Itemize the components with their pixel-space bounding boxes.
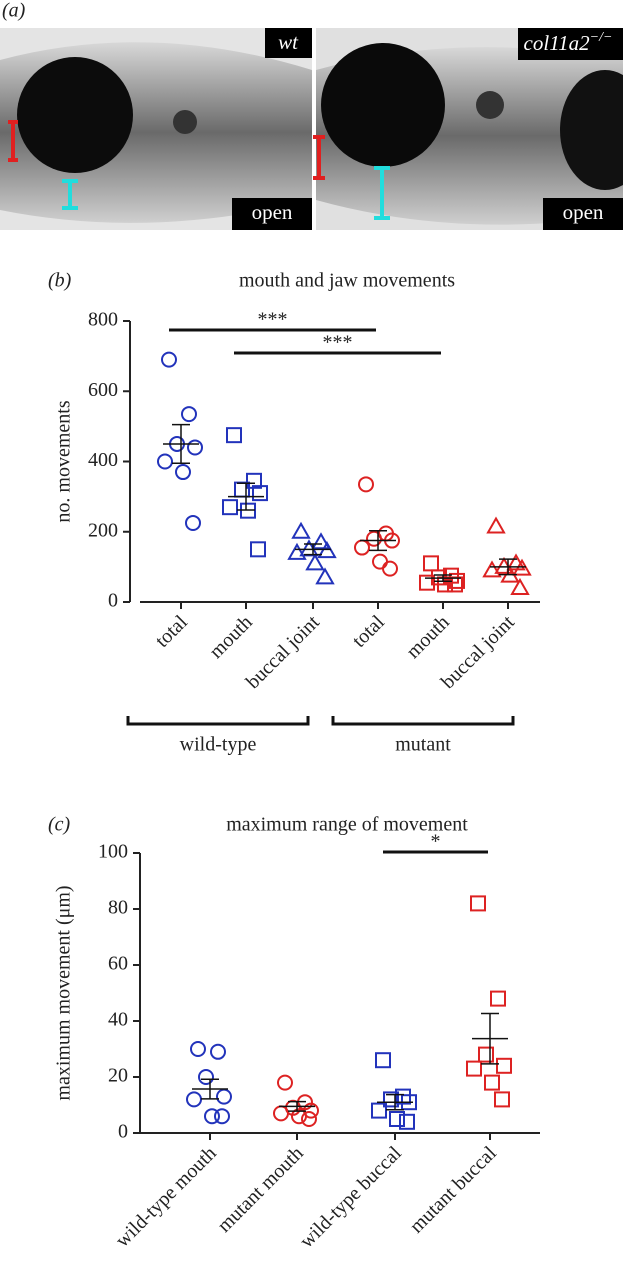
group-bracket: [331, 716, 515, 726]
point: [399, 1113, 415, 1130]
point: [175, 464, 191, 481]
point: [186, 1091, 202, 1108]
point: [358, 476, 374, 493]
point: [210, 1043, 226, 1060]
point: [478, 1046, 494, 1063]
x-tick-label: mutant mouth: [213, 1142, 308, 1237]
y-tick-label: 0: [108, 590, 118, 612]
significance-label: ***: [258, 309, 288, 331]
point: [198, 1069, 214, 1085]
point: [486, 516, 506, 534]
point: [287, 542, 307, 560]
point: [371, 1102, 387, 1119]
point: [273, 1105, 289, 1122]
y-tick-label: 0: [118, 1121, 128, 1143]
panel-label: (c): [48, 814, 71, 836]
group-label: mutant: [395, 734, 451, 756]
y-tick-label: 100: [98, 841, 128, 863]
significance-label: ***: [323, 332, 353, 354]
point: [250, 541, 266, 558]
state-label: open: [252, 200, 293, 224]
y-tick-label: 20: [108, 1065, 128, 1087]
point: [496, 1057, 512, 1074]
point: [382, 560, 398, 577]
point: [222, 499, 238, 516]
group-label: wild-type: [180, 734, 257, 756]
point: [190, 1041, 206, 1057]
significance-label: *: [431, 831, 441, 853]
y-tick-label: 800: [88, 309, 118, 331]
point: [305, 553, 325, 571]
x-tick-label: total: [151, 611, 192, 652]
y-tick-label: 60: [108, 953, 128, 975]
state-label: open: [563, 200, 604, 224]
image-left: wt open: [0, 28, 312, 230]
point: [372, 553, 388, 570]
point: [484, 1074, 500, 1091]
point: [226, 427, 242, 444]
x-tick-label: total: [348, 611, 389, 652]
point: [375, 1052, 391, 1069]
point: [423, 555, 439, 572]
group-bracket: [126, 716, 310, 726]
x-tick-label: wild-type mouth: [111, 1142, 220, 1251]
point: [383, 1091, 399, 1108]
panel-label: (a): [2, 0, 26, 22]
x-tick-label: buccal joint: [242, 611, 324, 693]
point: [366, 530, 382, 547]
chart-title: maximum range of movement: [226, 814, 468, 836]
point: [291, 521, 311, 539]
genotype-label: col11a2−/−: [524, 30, 613, 55]
x-tick-label: wild-type buccal: [296, 1142, 407, 1253]
point: [214, 1108, 230, 1125]
image-right: col11a2−/− open: [313, 28, 623, 230]
y-tick-label: 80: [108, 897, 128, 919]
y-axis-label: maximum movement (μm): [53, 885, 75, 1100]
point: [161, 351, 177, 368]
point: [311, 532, 331, 550]
x-tick-label: mouth: [205, 611, 257, 663]
x-tick-label: mutant buccal: [406, 1142, 502, 1238]
point: [512, 558, 532, 576]
point: [466, 1060, 482, 1077]
point: [187, 439, 203, 456]
point: [315, 567, 335, 585]
point: [389, 1111, 405, 1127]
y-axis-label: no. movements: [53, 400, 75, 522]
genotype-label: wt: [278, 30, 299, 54]
point: [494, 1091, 510, 1108]
point: [204, 1108, 220, 1125]
point: [317, 541, 337, 559]
panel-label: (b): [48, 270, 72, 292]
point: [181, 406, 197, 423]
point: [301, 1111, 317, 1127]
y-tick-label: 600: [88, 379, 118, 401]
x-tick-label: mouth: [402, 611, 454, 663]
point: [470, 895, 486, 912]
point: [419, 574, 435, 591]
point: [216, 1088, 232, 1105]
point: [490, 990, 506, 1007]
y-tick-label: 400: [88, 449, 118, 471]
chart-title: mouth and jaw movements: [239, 270, 455, 292]
point: [185, 514, 201, 531]
point: [291, 1108, 307, 1125]
point: [252, 485, 268, 502]
point: [277, 1074, 293, 1091]
point: [510, 577, 530, 595]
y-tick-label: 40: [108, 1009, 128, 1031]
y-tick-label: 200: [88, 519, 118, 541]
point: [482, 560, 502, 578]
point: [157, 453, 173, 470]
point: [354, 539, 370, 556]
